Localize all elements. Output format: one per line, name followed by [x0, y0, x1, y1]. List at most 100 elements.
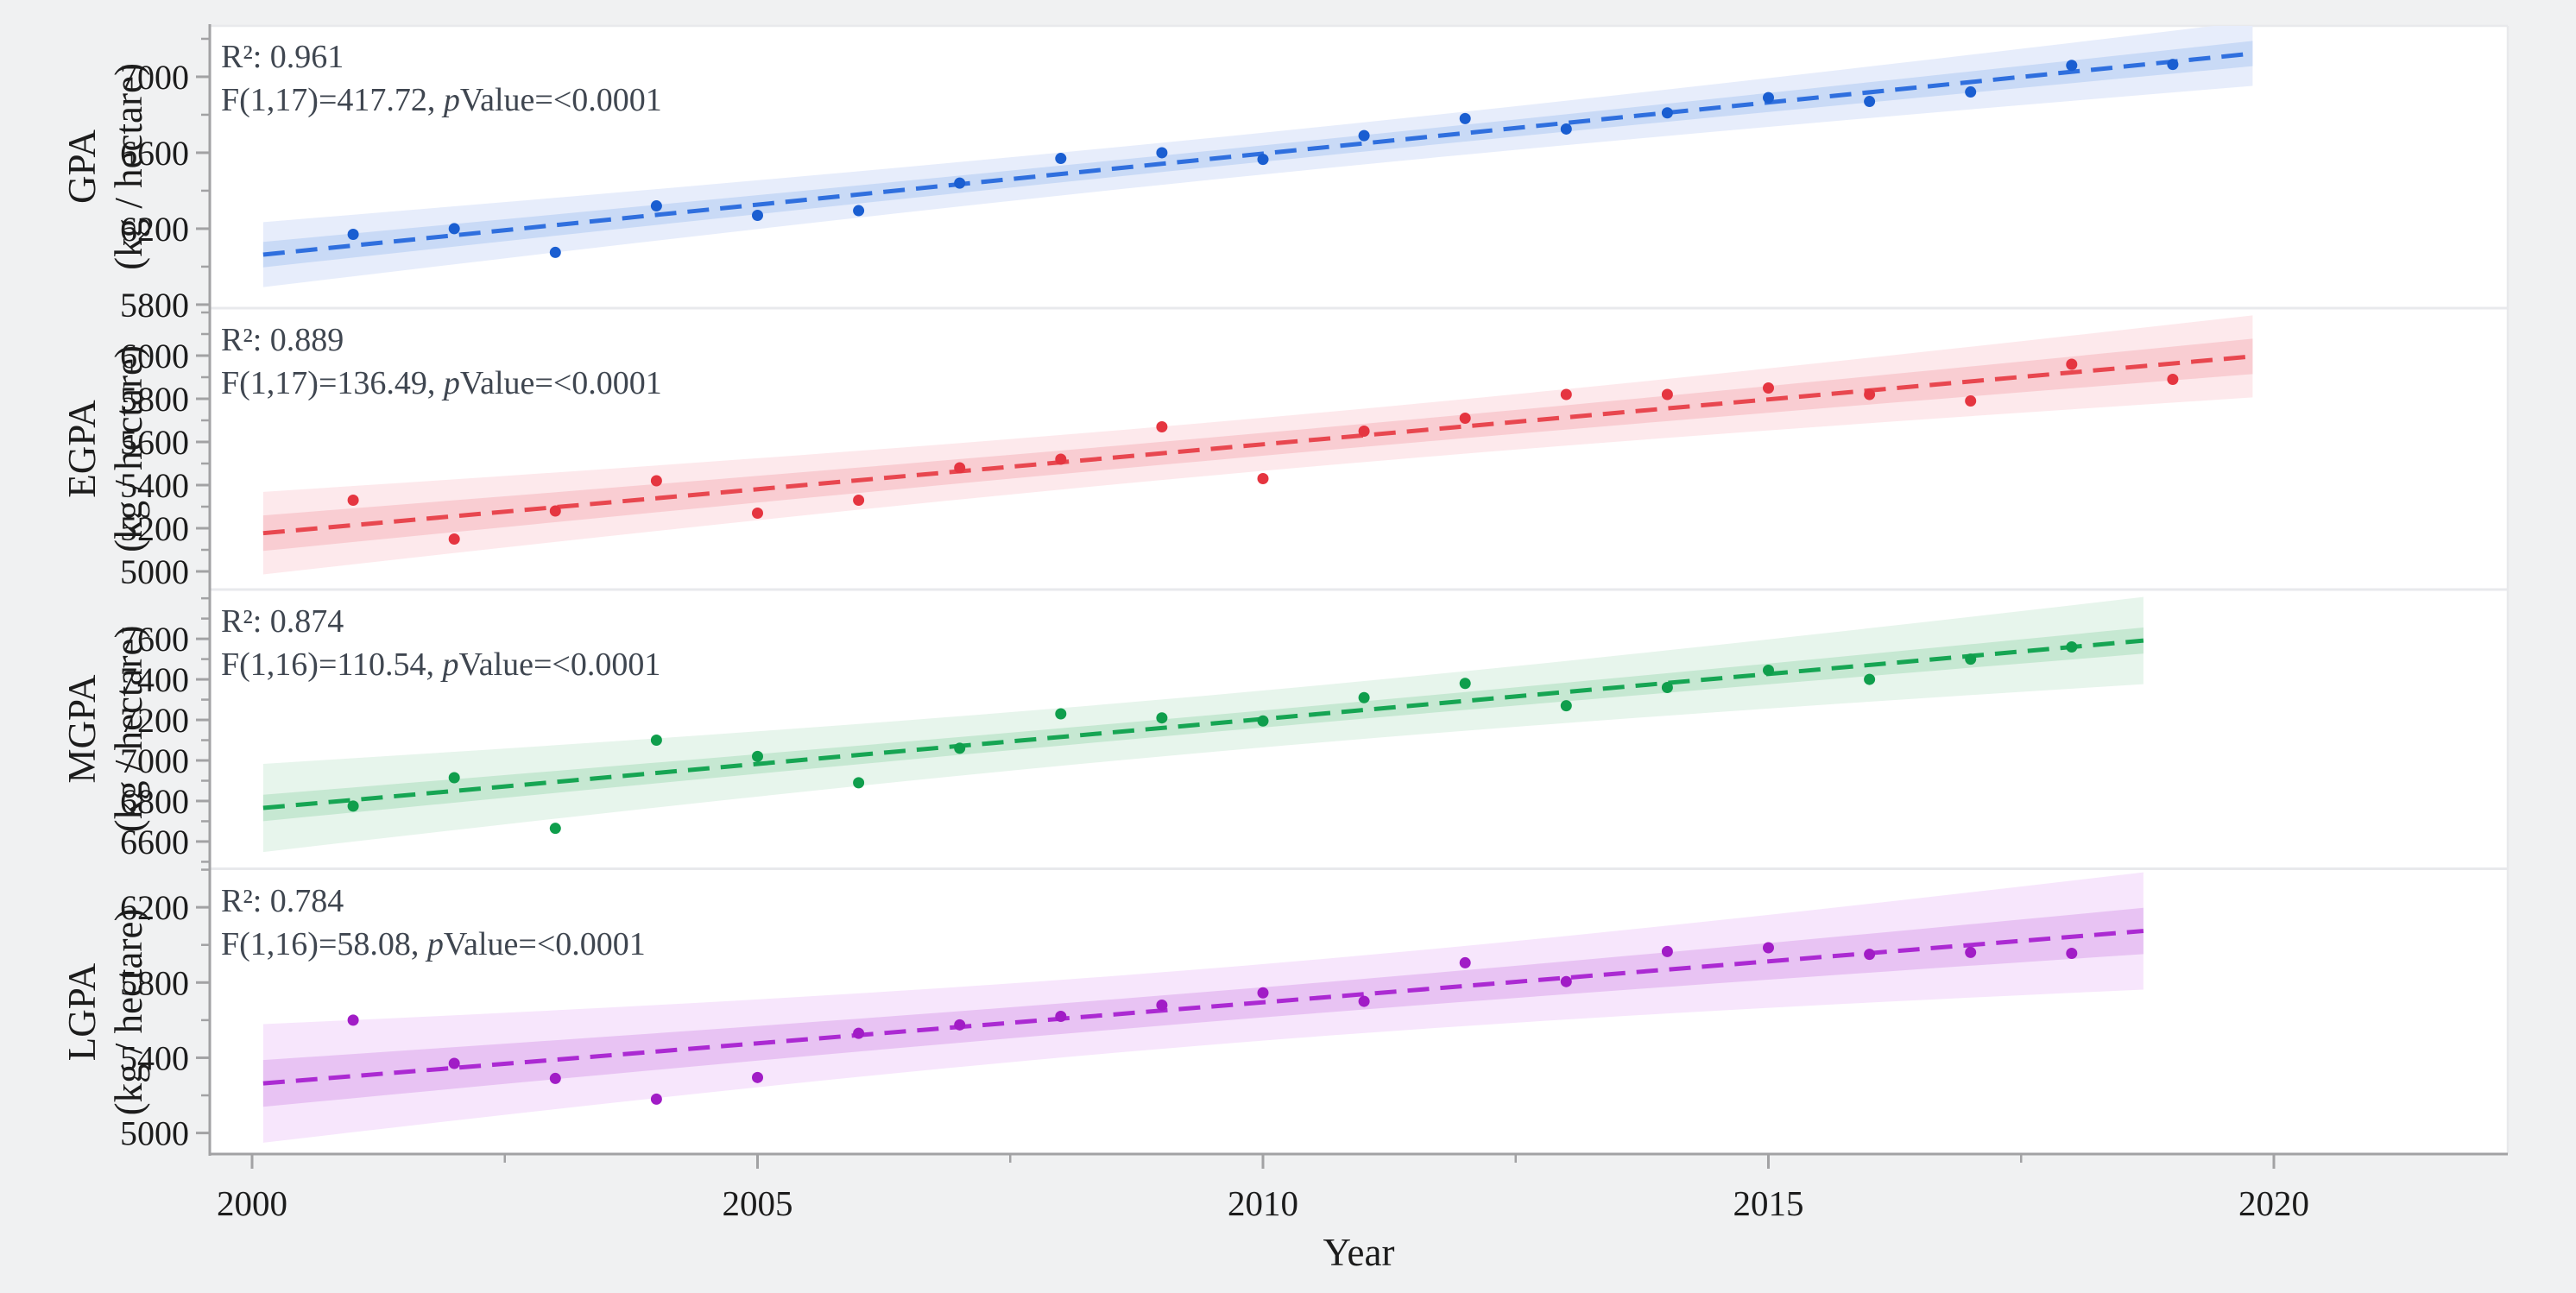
p-value-text: Value=<0.0001 [458, 646, 660, 683]
data-point [1358, 691, 1370, 703]
p-value-text: Value=<0.0001 [460, 365, 662, 401]
data-point [347, 495, 359, 506]
data-point [1864, 388, 1876, 401]
p-italic-text: p [441, 365, 460, 401]
f-statistic-annotation: F(1,17)=417.72, pValue=<0.0001 [221, 82, 662, 118]
data-point [1459, 678, 1471, 690]
y-tick-label: 7000 [120, 58, 189, 97]
data-point [1965, 653, 1977, 665]
data-point [1661, 945, 1673, 957]
data-point [1257, 473, 1269, 484]
data-point [1763, 91, 1774, 104]
data-point [1864, 673, 1876, 685]
data-point [549, 1072, 561, 1084]
data-point [1763, 942, 1774, 954]
data-point [549, 246, 561, 258]
data-point [853, 777, 865, 789]
data-point [1459, 413, 1471, 424]
data-point [1055, 453, 1067, 465]
y-axis-title: MGPA [60, 674, 104, 783]
f-stat-text: F(1,17)=417.72, [221, 82, 444, 118]
data-point [2167, 59, 2179, 71]
y-tick-label: 6600 [120, 823, 189, 861]
data-point [1055, 153, 1067, 165]
f-statistic-annotation: F(1,16)=110.54, pValue=<0.0001 [221, 646, 660, 683]
y-tick-label: 5000 [120, 552, 189, 591]
f-statistic-annotation: F(1,16)=58.08, pValue=<0.0001 [221, 926, 646, 962]
data-point [1661, 107, 1673, 119]
data-point [448, 533, 460, 545]
confidence-band-inner [262, 907, 2144, 1107]
f-stat-text: F(1,16)=110.54, [221, 646, 442, 683]
data-point [1763, 665, 1774, 677]
data-point [347, 1014, 359, 1026]
data-point [2167, 374, 2179, 385]
data-point [448, 223, 460, 235]
data-point [954, 177, 966, 189]
y-tick-label: 7400 [120, 660, 189, 699]
y-axis-unit: (kg / hectare) [107, 626, 150, 833]
data-point [650, 200, 662, 212]
data-point [1661, 388, 1673, 401]
x-tick-label: 2005 [723, 1183, 793, 1223]
data-point [1560, 123, 1572, 135]
y-tick-label: 5600 [120, 423, 189, 462]
data-point [448, 1057, 460, 1069]
trend-line [262, 354, 2253, 536]
data-point [549, 823, 561, 835]
data-point [1055, 1011, 1067, 1023]
r-squared-annotation: R²: 0.874 [221, 603, 344, 640]
data-point [2066, 641, 2078, 653]
y-axis-title: EGPA [60, 400, 104, 498]
data-point [1763, 382, 1774, 394]
data-point [650, 475, 662, 487]
data-point [954, 462, 966, 474]
y-tick-label: 5400 [120, 466, 189, 505]
trend-line [262, 929, 2144, 1086]
y-tick-label: 7200 [120, 701, 189, 740]
data-point [650, 1093, 662, 1105]
data-point [1864, 96, 1876, 108]
f-stat-text: F(1,16)=58.08, [221, 926, 427, 962]
data-point [1257, 987, 1269, 999]
panel-egpa [262, 315, 2253, 575]
data-point [954, 1019, 966, 1031]
y-axis-title: GPA [60, 129, 104, 204]
data-point [1358, 426, 1370, 437]
confidence-band-inner [262, 628, 2144, 822]
data-point [1156, 147, 1168, 159]
y-tick-label: 7000 [120, 741, 189, 780]
data-point [1156, 999, 1168, 1011]
f-stat-text: F(1,17)=136.49, [221, 365, 444, 401]
data-point [1965, 86, 1977, 98]
data-point [1560, 388, 1572, 401]
data-point [752, 210, 763, 222]
y-tick-label: 7600 [120, 620, 189, 659]
data-point [1864, 949, 1876, 961]
data-point [752, 750, 763, 762]
data-point [347, 800, 359, 812]
data-point [1965, 395, 1977, 407]
x-tick-label: 2015 [1733, 1183, 1804, 1223]
trend-line [262, 638, 2144, 810]
data-point [1358, 995, 1370, 1007]
data-point [853, 495, 865, 506]
y-axis-unit: (kg / hectare) [107, 63, 150, 270]
data-point [1156, 712, 1168, 724]
x-tick-label: 2000 [217, 1183, 287, 1223]
p-italic-text: p [425, 926, 444, 962]
x-tick-label: 2010 [1228, 1183, 1298, 1223]
data-point [2066, 358, 2078, 370]
data-point [1358, 129, 1370, 142]
data-point [1257, 715, 1269, 727]
panel-mgpa [262, 596, 2144, 853]
p-value-text: Value=<0.0001 [444, 926, 646, 962]
f-statistic-annotation: F(1,17)=136.49, pValue=<0.0001 [221, 365, 662, 401]
y-tick-label: 5000 [120, 1114, 189, 1153]
y-axis-unit: (kg / hectare) [107, 909, 150, 1116]
data-point [853, 1027, 865, 1039]
data-point [2066, 948, 2078, 960]
data-point [1055, 708, 1067, 720]
trend-line [262, 51, 2253, 257]
